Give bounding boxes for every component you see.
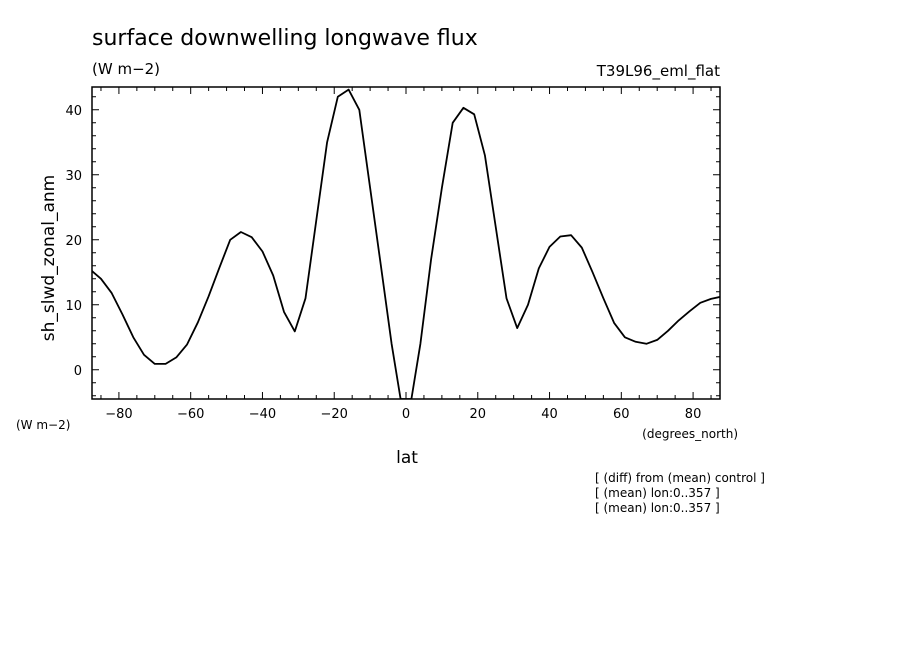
x-tick-label: −60 — [177, 407, 204, 422]
experiment-label: T39L96_eml_flat — [596, 62, 720, 81]
series-group — [92, 88, 720, 399]
annotation-line: [ (mean) lon:0..357 ] — [595, 486, 720, 500]
y-tick-label: 30 — [65, 169, 82, 184]
x-units-label: (degrees_north) — [642, 427, 738, 441]
annotation-line: [ (diff) from (mean) control ] — [595, 471, 765, 485]
y-tick-label: 10 — [65, 299, 82, 314]
annotations-group: [ (diff) from (mean) control ][ (mean) l… — [595, 471, 765, 515]
x-axis-label: lat — [396, 448, 418, 468]
x-tick-label: 0 — [402, 407, 410, 422]
x-tick-label: −80 — [105, 407, 132, 422]
y-units-label: (W m−2) — [16, 418, 70, 432]
x-tick-label: −20 — [321, 407, 348, 422]
y-tick-label: 40 — [65, 104, 82, 119]
series-line — [92, 88, 720, 399]
chart-title: surface downwelling longwave flux — [92, 26, 478, 51]
x-tick-label: 20 — [469, 407, 486, 422]
y-tick-label: 0 — [74, 364, 82, 379]
chart-units: (W m−2) — [92, 60, 160, 78]
annotation-line: [ (mean) lon:0..357 ] — [595, 501, 720, 515]
x-tick-label: 80 — [685, 407, 702, 422]
x-tick-label: 60 — [613, 407, 630, 422]
x-tick-label: −40 — [249, 407, 276, 422]
y-tick-label: 20 — [65, 234, 82, 249]
axes-group — [91, 86, 721, 400]
x-tick-label: 40 — [541, 407, 558, 422]
plot-frame — [91, 86, 721, 400]
y-axis-label: sh_slwd_zonal_anm — [39, 175, 59, 341]
ticks-group: −80 −60 −40 −20 0 20 40 60 80 0 10 20 30 40 — [65, 87, 720, 422]
